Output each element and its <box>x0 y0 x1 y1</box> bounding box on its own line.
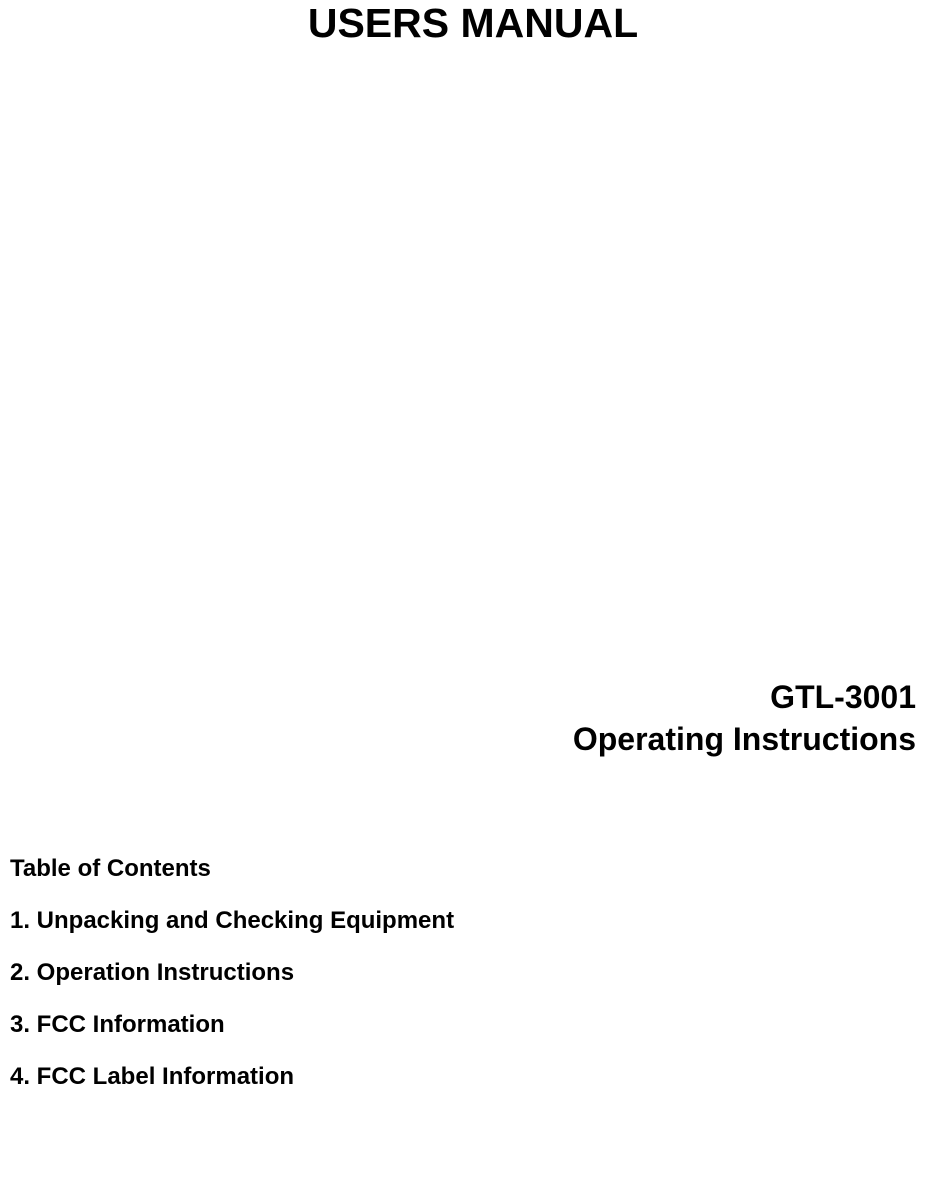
toc-item: 4. FCC Label Information <box>10 1063 936 1091</box>
document-page: USERS MANUAL GTL-3001 Operating Instruct… <box>0 0 946 1183</box>
product-model: GTL-3001 <box>10 677 916 719</box>
toc-item: 2. Operation Instructions <box>10 959 936 987</box>
toc-item: 1. Unpacking and Checking Equipment <box>10 907 936 935</box>
main-title: USERS MANUAL <box>10 0 936 47</box>
toc-heading: Table of Contents <box>10 855 936 883</box>
toc-item: 3. FCC Information <box>10 1011 936 1039</box>
product-subtitle: Operating Instructions <box>10 719 916 761</box>
table-of-contents: Table of Contents 1. Unpacking and Check… <box>10 855 936 1091</box>
subtitle-block: GTL-3001 Operating Instructions <box>10 677 936 760</box>
